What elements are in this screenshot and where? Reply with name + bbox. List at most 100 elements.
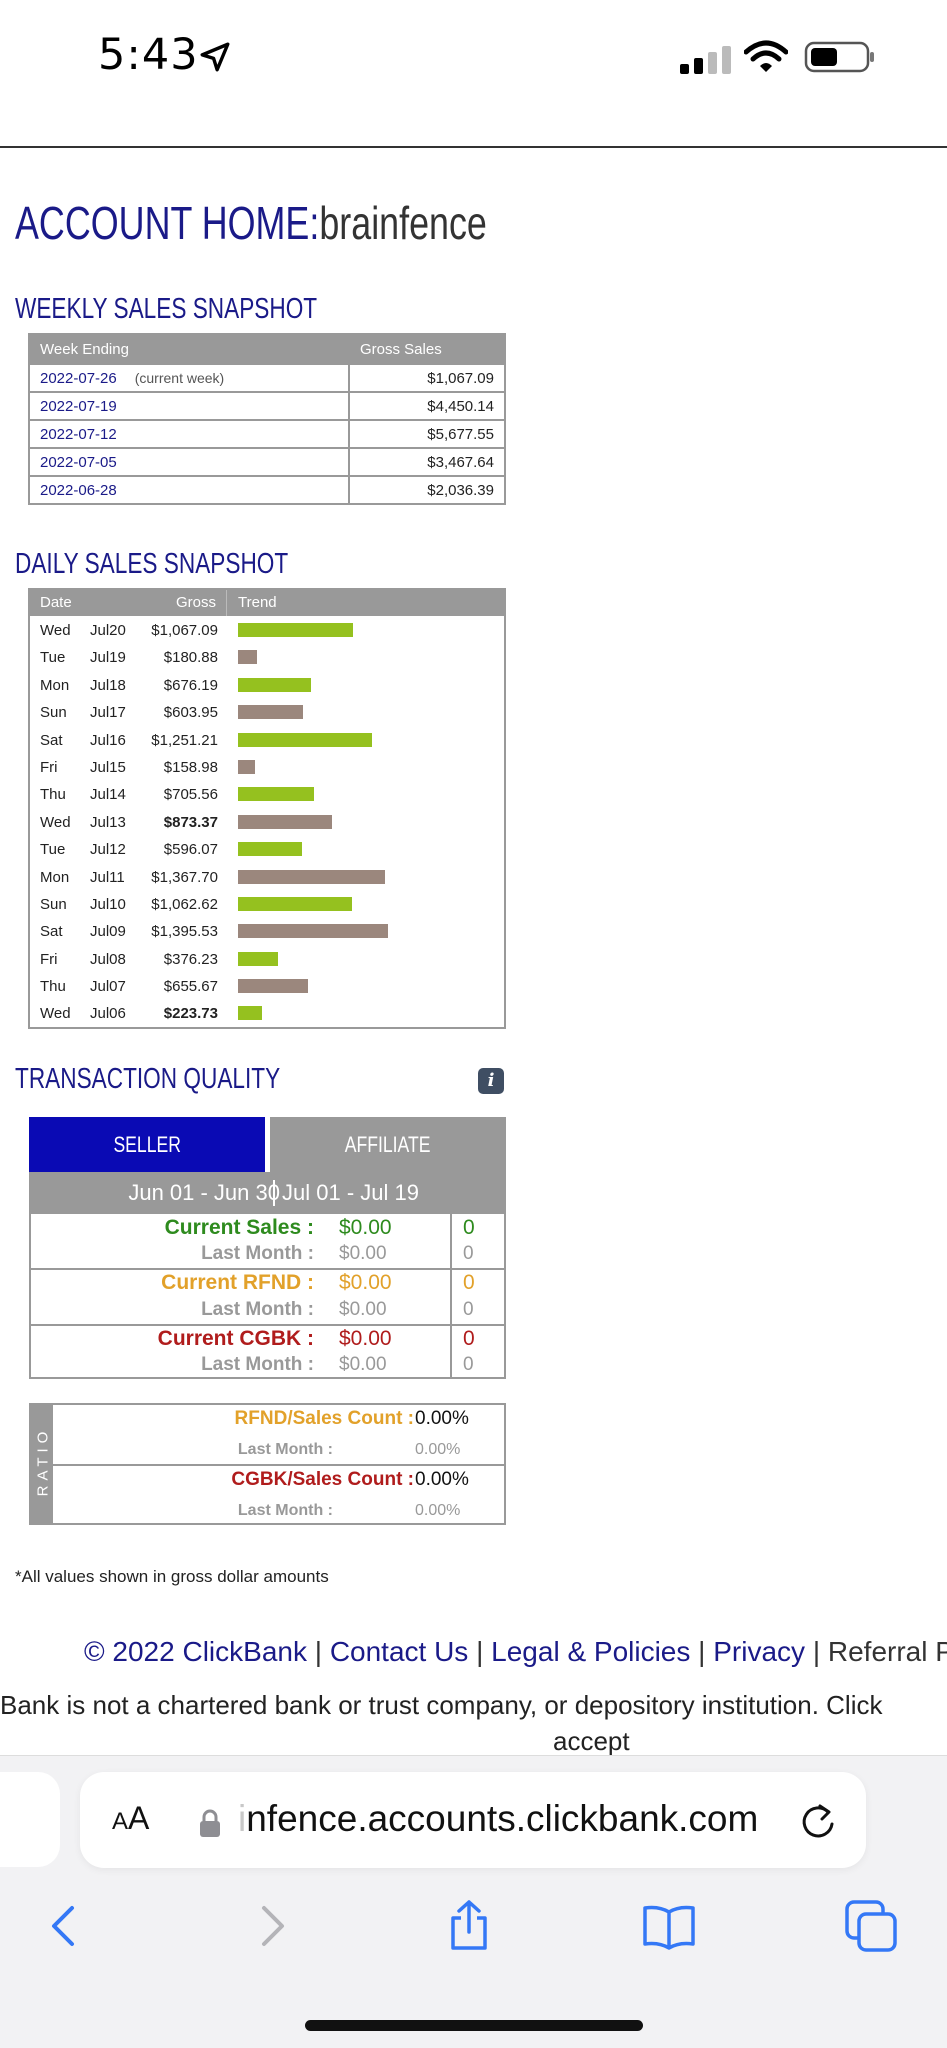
footer-links: © 2022 ClickBank | Contact Us | Legal & …	[84, 1636, 947, 1668]
row-date: Jul08	[90, 950, 126, 968]
week-link[interactable]: 2022-07-05	[40, 453, 117, 471]
reader-settings-button[interactable]: AA	[112, 1800, 149, 1837]
forward-icon[interactable]	[244, 1898, 300, 1954]
last-month-cgbk-count: 0	[463, 1354, 474, 1375]
daily-section-title: DAILY SALES SNAPSHOT	[15, 548, 289, 580]
row-date: Jul17	[90, 704, 126, 722]
row-day: Tue	[40, 841, 66, 859]
page-title: ACCOUNT HOME:brainfence	[15, 196, 487, 250]
week-link[interactable]: 2022-07-19	[40, 397, 117, 415]
week-link[interactable]: 2022-07-12	[40, 425, 117, 443]
current-sales-label: Current Sales :	[164, 1216, 314, 1239]
last-month-rfnd-label: Last Month :	[201, 1299, 314, 1320]
contact-us-link[interactable]: Contact Us	[329, 1636, 469, 1667]
trend-bar	[238, 650, 257, 665]
row-gross: $180.88	[163, 649, 218, 667]
share-icon[interactable]	[441, 1898, 497, 1954]
trend-bar	[238, 732, 372, 747]
gross-sales-value: $4,450.14	[427, 397, 494, 415]
column-header-gross: Gross	[176, 594, 217, 611]
info-icon[interactable]: i	[478, 1068, 504, 1094]
tabs-icon[interactable]	[843, 1898, 899, 1954]
table-row: Wed Jul13 $873.37	[30, 808, 504, 835]
last-month-cgbk-value: $0.00	[339, 1354, 387, 1375]
trend-bar	[238, 979, 308, 994]
current-rfnd-label: Current RFND :	[161, 1271, 314, 1294]
row-gross: $1,062.62	[151, 895, 218, 913]
current-cgbk-value: $0.00	[339, 1327, 392, 1350]
row-day: Wed	[40, 813, 71, 831]
trend-bar	[238, 1006, 262, 1021]
row-gross: $873.37	[163, 813, 218, 831]
url-text[interactable]: infence.accounts.clickbank.com	[238, 1798, 759, 1839]
current-cgbk-label: Current CGBK :	[157, 1327, 314, 1350]
status-bar	[0, 0, 947, 148]
current-week-note: (current week)	[134, 370, 225, 386]
previous-tab-card[interactable]	[0, 1772, 60, 1867]
column-header-week: Week Ending	[40, 340, 129, 358]
row-date: Jul10	[90, 895, 126, 913]
bookmarks-icon[interactable]	[641, 1898, 697, 1954]
ratio-side-label: RATIO	[34, 1426, 52, 1497]
row-day: Thu	[40, 786, 66, 804]
trend-bar	[238, 787, 314, 802]
trend-bar	[238, 759, 255, 774]
address-bar[interactable]	[80, 1772, 866, 1868]
table-row: Mon Jul18 $676.19	[30, 671, 504, 698]
current-rfnd-count: 0	[463, 1271, 475, 1294]
tab-seller[interactable]: SELLER	[29, 1117, 265, 1172]
quality-section-title: TRANSACTION QUALITY	[15, 1063, 281, 1095]
column-header-gross: Gross Sales	[360, 340, 442, 358]
row-date: Jul12	[90, 841, 126, 859]
row-gross: $705.56	[163, 786, 218, 804]
row-gross: $1,251.21	[151, 731, 218, 749]
last-month-sales-value: $0.00	[339, 1243, 387, 1264]
row-date: Jul15	[90, 758, 126, 776]
ratio-table: RATIO RFND/Sales Count : 0.00% Last Mont…	[29, 1403, 506, 1525]
account-username: brainfence	[319, 197, 487, 249]
table-row: Thu Jul14 $705.56	[30, 780, 504, 807]
referral-program-link[interactable]: Referral Pro	[827, 1636, 947, 1667]
period-header: Jun 01 - Jun 30 Jul 01 - Jul 19	[29, 1172, 506, 1214]
privacy-link[interactable]: Privacy	[713, 1636, 806, 1667]
table-header: Week Ending Gross Sales	[30, 335, 504, 363]
week-link[interactable]: 2022-06-28	[40, 481, 117, 499]
footnote: *All values shown in gross dollar amount…	[15, 1567, 329, 1586]
tab-affiliate-label: AFFILIATE	[345, 1131, 431, 1157]
table-row: Fri Jul08 $376.23	[30, 945, 504, 972]
row-day: Mon	[40, 676, 70, 694]
ratio-side-bar: RATIO	[31, 1405, 53, 1523]
row-gross: $223.73	[163, 1005, 218, 1023]
row-gross: $596.07	[163, 841, 218, 859]
copyright-link[interactable]: © 2022 ClickBank	[84, 1636, 307, 1667]
table-row: Thu Jul07 $655.67	[30, 972, 504, 999]
current-rfnd-value: $0.00	[339, 1271, 392, 1294]
table-row: Sat Jul16 $1,251.21	[30, 726, 504, 753]
table-row: Tue Jul19 $180.88	[30, 643, 504, 670]
row-gross: $1,367.70	[151, 868, 218, 886]
back-icon[interactable]	[36, 1898, 92, 1954]
last-month-rfnd-count: 0	[463, 1299, 474, 1320]
cgbk-last-month-label: Last Month :	[237, 1502, 333, 1519]
reload-icon[interactable]	[798, 1800, 838, 1842]
weekly-section-title: WEEKLY SALES SNAPSHOT	[15, 293, 318, 325]
current-sales-value: $0.00	[339, 1216, 392, 1239]
row-date: Jul06	[90, 1005, 126, 1023]
quality-table: Current Sales : $0.00 0 Last Month : $0.…	[29, 1214, 506, 1379]
row-gross: $655.67	[163, 978, 218, 996]
gross-sales-value: $5,677.55	[427, 425, 494, 443]
rfnd-last-month-label: Last Month :	[237, 1441, 333, 1458]
week-link[interactable]: 2022-07-26	[40, 369, 117, 387]
footer-separator: |	[812, 1636, 821, 1667]
row-date: Jul09	[90, 923, 126, 941]
trend-bar	[238, 869, 385, 884]
disclaimer-text: Bank is not a chartered bank or trust co…	[0, 1690, 883, 1720]
row-date: Jul14	[90, 786, 126, 804]
trend-bar	[238, 842, 302, 857]
tab-affiliate[interactable]: AFFILIATE	[270, 1117, 506, 1172]
legal-policies-link[interactable]: Legal & Policies	[491, 1636, 691, 1667]
table-row: 2022-07-05 $3,467.64	[30, 447, 504, 475]
home-indicator	[305, 2020, 643, 2031]
row-day: Thu	[40, 978, 66, 996]
url-domain: nfence.accounts.clickbank.com	[246, 1798, 759, 1839]
